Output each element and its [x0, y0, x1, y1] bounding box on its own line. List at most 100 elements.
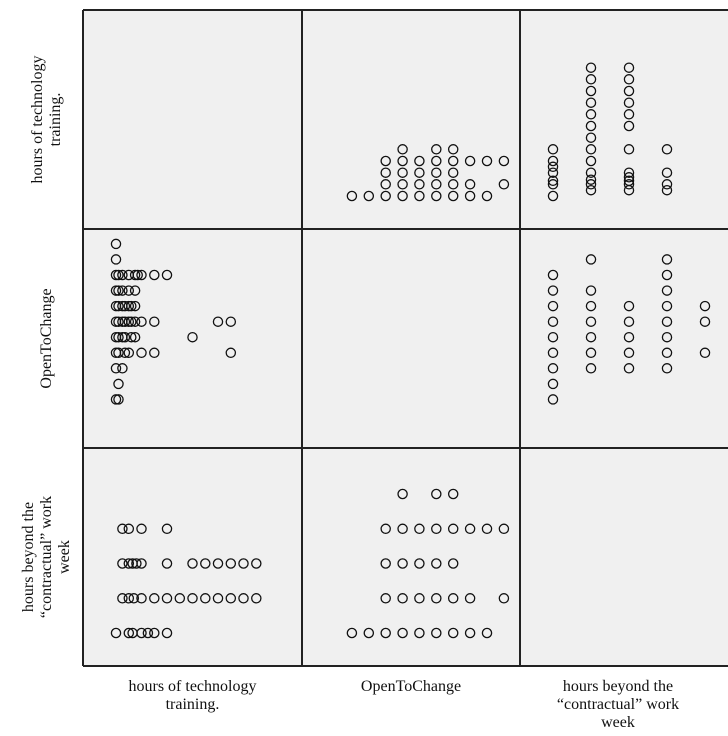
training-vs-open-point-41 [132, 269, 143, 281]
training-vs-hours-point-19 [251, 593, 262, 604]
training-vs-open-point-27 [119, 300, 131, 312]
training-vs-hours-point-31 [251, 558, 262, 569]
training-vs-hours-point-15 [200, 593, 211, 604]
y-axis-label-3: hours beyond the“contractual” workweek [20, 496, 73, 618]
training-vs-open-point-11 [113, 378, 124, 390]
training-vs-open-point-47 [149, 269, 160, 281]
training-vs-hours-point-25 [161, 558, 173, 569]
training-vs-open-point-17 [113, 269, 124, 281]
hours-vs-open-point-31 [661, 254, 673, 265]
training-vs-hours-point-4 [142, 627, 154, 639]
hours-vs-open-point-6 [547, 347, 559, 359]
training-vs-open-point-9 [110, 238, 122, 250]
training-vs-hours-point-3 [136, 627, 147, 639]
training-vs-hours-point-21 [123, 558, 135, 569]
training-vs-open-point-42 [136, 347, 147, 359]
hours-vs-training-point-28 [623, 97, 635, 108]
training-vs-hours-point-6 [161, 627, 173, 639]
hours-vs-open-point-20 [547, 300, 559, 312]
training-vs-open-point-37 [129, 316, 141, 327]
training-vs-open-point-45 [149, 347, 160, 359]
training-vs-hours-point-8 [123, 593, 135, 604]
hours-vs-training-point-16 [585, 97, 597, 108]
training-vs-hours-point-5 [149, 627, 160, 639]
open-vs-hours-point-0 [346, 627, 358, 639]
open-vs-hours-point-5 [380, 523, 391, 535]
training-vs-hours-point-20 [117, 558, 128, 569]
hours-vs-training-point-24 [623, 167, 635, 178]
hours-vs-training-point-17 [585, 85, 597, 97]
hours-vs-open-point-26 [585, 285, 597, 296]
training-vs-hours-point-13 [174, 593, 186, 604]
open-vs-training-point-19 [431, 144, 442, 155]
training-vs-open-point-46 [149, 316, 160, 327]
training-vs-hours-point-7 [117, 593, 128, 604]
hours-vs-training-point-33 [661, 179, 673, 190]
hours-vs-training-point-1 [547, 179, 559, 190]
training-vs-open-point-10 [113, 394, 124, 405]
hours-vs-open-point-17 [623, 316, 635, 327]
open-vs-training-point-12 [414, 179, 425, 190]
training-vs-open-point-44 [136, 269, 147, 281]
hours-vs-open-point-3 [585, 363, 597, 374]
open-vs-hours-point-12 [414, 593, 425, 604]
training-vs-hours-point-11 [149, 593, 160, 604]
hours-vs-training-point-32 [661, 184, 673, 196]
open-vs-hours-point-18 [431, 523, 442, 535]
hours-vs-training-point-23 [623, 172, 635, 183]
open-vs-training-point-25 [464, 190, 476, 202]
hours-vs-open-point-24 [699, 300, 711, 312]
open-vs-training-point-8 [397, 167, 408, 178]
hours-vs-open-point-11 [547, 331, 559, 343]
training-vs-hours-point-17 [225, 593, 237, 604]
hours-vs-open-point-14 [661, 331, 673, 343]
open-vs-training-point-18 [431, 155, 442, 167]
training-vs-hours-point-18 [238, 593, 249, 604]
training-vs-hours-point-10 [136, 593, 147, 604]
open-vs-training-point-9 [397, 155, 408, 167]
training-vs-hours-point-16 [212, 593, 224, 604]
hours-vs-open-point-5 [661, 363, 673, 374]
open-vs-training-point-10 [397, 144, 408, 155]
hours-vs-training-point-10 [585, 167, 597, 178]
training-vs-open-point-13 [113, 331, 124, 343]
hours-vs-open-point-2 [547, 363, 559, 374]
hours-vs-open-point-28 [547, 269, 559, 281]
training-vs-open-point-40 [129, 269, 141, 281]
hours-vs-open-point-30 [585, 254, 597, 265]
hours-vs-open-point-25 [547, 285, 559, 296]
hours-vs-training-point-25 [623, 144, 635, 155]
open-vs-hours-point-26 [464, 593, 476, 604]
training-vs-hours-point-12 [161, 593, 173, 604]
hours-vs-training-point-19 [585, 62, 597, 73]
open-vs-training-point-15 [431, 190, 442, 202]
hours-vs-training-point-30 [623, 74, 635, 85]
hours-vs-training-point-11 [585, 155, 597, 167]
open-vs-hours-point-9 [397, 523, 408, 535]
hours-vs-training-point-22 [623, 175, 635, 187]
open-vs-training-point-5 [380, 155, 391, 167]
open-vs-training-point-28 [481, 190, 493, 202]
hours-vs-training-point-18 [585, 74, 597, 85]
hours-vs-open-point-8 [623, 347, 635, 359]
open-vs-training-point-26 [464, 179, 476, 190]
hours-vs-open-point-22 [623, 300, 635, 312]
open-vs-hours-point-31 [498, 523, 510, 535]
open-vs-hours-point-28 [481, 627, 493, 639]
open-vs-hours-point-14 [414, 523, 425, 535]
training-vs-hours-point-26 [187, 558, 198, 569]
hours-vs-open-point-27 [661, 285, 673, 296]
open-vs-hours-point-11 [414, 627, 425, 639]
open-vs-training-point-1 [363, 190, 375, 202]
training-vs-hours-point-33 [123, 523, 135, 535]
hours-vs-training-point-4 [547, 161, 559, 173]
training-vs-open-point-25 [119, 331, 131, 343]
open-vs-training-point-29 [481, 155, 493, 167]
axis-label-layer: hours of technology training. hours of tec… [20, 56, 679, 731]
open-vs-training-point-14 [414, 155, 425, 167]
training-vs-hours-point-28 [212, 558, 224, 569]
panel-r2-c1 [83, 229, 302, 448]
training-vs-open-point-33 [126, 331, 137, 343]
hours-vs-training-point-9 [585, 174, 597, 185]
